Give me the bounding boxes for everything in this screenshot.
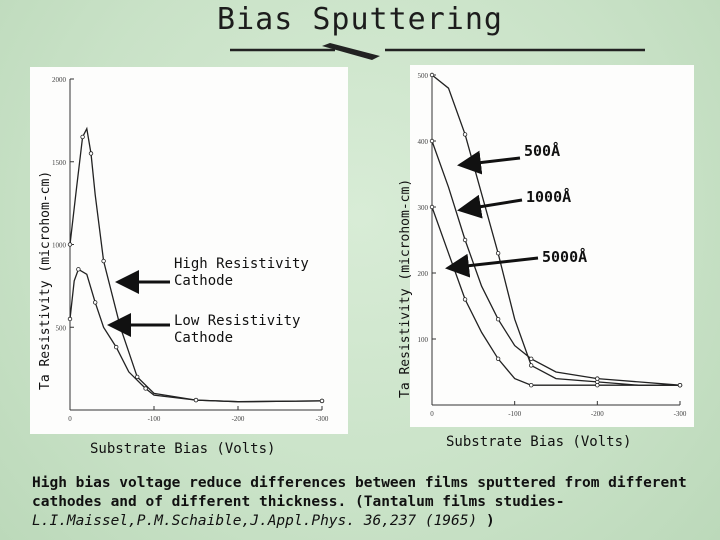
left-x-axis-label: Substrate Bias (Volts) [90, 441, 276, 457]
annotation-500A: 500Å [524, 142, 561, 160]
slide-caption: High bias voltage reduce differences bet… [32, 474, 712, 531]
data-point [319, 398, 325, 404]
series-line-1 [431, 74, 680, 386]
caption-main: High bias voltage reduce differences bet… [32, 475, 687, 510]
left-chart-panel: 500 1000 1500 2000 0 -100 -200 -300 [30, 67, 348, 434]
annotation-1000A: 1000Å [526, 188, 572, 206]
data-point [80, 134, 85, 140]
lightning-icon [322, 43, 380, 60]
slide-title: Bias Sputtering [217, 2, 503, 37]
data-point [193, 397, 199, 403]
y-tick-label: 300 [418, 204, 429, 212]
left-y-axis-label: Ta Resistivity (microhom-cm) [38, 170, 53, 390]
right-chart: 100 200 300 400 500 0 -100 -200 -300 [418, 72, 687, 418]
y-tick-label: 100 [418, 336, 429, 344]
data-point [495, 316, 501, 322]
data-point [677, 383, 683, 388]
x-tick-label: -300 [316, 415, 329, 423]
annotation-high-resistivity: High Resistivity Cathode [174, 256, 309, 289]
data-point [462, 237, 468, 243]
right-chart-panel: 100 200 300 400 500 0 -100 -200 -300 [410, 65, 694, 427]
data-point [113, 344, 119, 350]
caption-end: ) [485, 513, 495, 529]
y-tick-label: 400 [418, 138, 429, 146]
data-point [528, 356, 534, 361]
x-tick-label: -100 [148, 415, 161, 423]
x-tick-label: -200 [232, 415, 245, 423]
data-point [528, 383, 534, 388]
y-tick-label: 500 [56, 324, 67, 332]
data-point [429, 138, 435, 144]
data-point [429, 204, 435, 210]
data-point [462, 297, 468, 302]
data-point [595, 383, 600, 388]
caption-reference: L.I.Maissel,P.M.Schaible,J.Appl.Phys. 36… [32, 513, 478, 529]
x-tick-label: -100 [508, 410, 521, 418]
x-tick-label: -200 [591, 410, 604, 418]
data-point [462, 132, 468, 137]
right-x-axis-label: Substrate Bias (Volts) [446, 434, 632, 450]
data-point [595, 376, 600, 381]
data-point [495, 356, 501, 361]
data-point [429, 72, 435, 78]
y-tick-label: 200 [418, 270, 429, 278]
x-tick-label: -300 [674, 410, 687, 418]
data-point [101, 258, 106, 264]
data-point [528, 363, 534, 368]
series-line-2 [431, 140, 681, 386]
annotation-5000A: 5000Å [542, 248, 588, 266]
annotation-low-resistivity: Low Resistivity Cathode [174, 313, 301, 346]
data-point [88, 151, 94, 156]
x-tick-label: 0 [430, 410, 434, 418]
data-point [67, 242, 73, 247]
left-chart: 500 1000 1500 2000 0 -100 -200 -300 [52, 76, 329, 423]
right-y-axis-label: Ta Resistivity (microhom-cm) [398, 178, 413, 398]
x-tick-label: 0 [68, 415, 72, 423]
title-decoration [230, 43, 645, 60]
data-point [143, 386, 148, 391]
y-tick-label: 500 [418, 72, 429, 80]
y-tick-label: 1000 [52, 242, 67, 250]
data-point [495, 250, 501, 256]
data-point [134, 374, 140, 380]
data-point [92, 300, 98, 305]
y-tick-label: 2000 [52, 76, 67, 84]
y-tick-label: 1500 [52, 159, 67, 167]
data-point [76, 267, 81, 272]
series-line-3 [431, 206, 680, 386]
data-point [67, 316, 73, 322]
